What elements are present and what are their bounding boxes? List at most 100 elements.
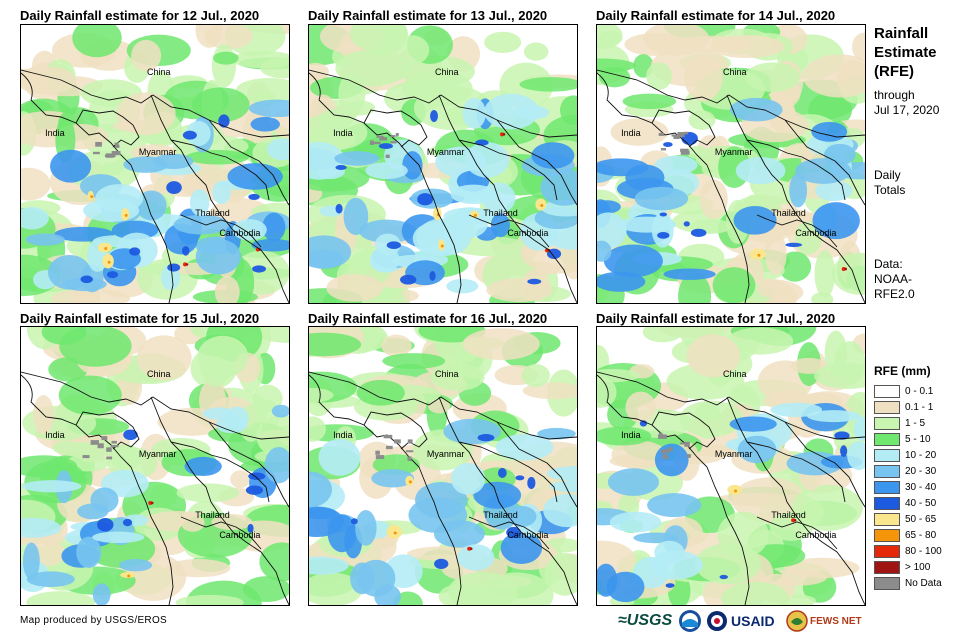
fews-globe-icon xyxy=(786,610,808,632)
place-label-cambodia: Cambodia xyxy=(219,529,261,540)
place-label-myanmar: Myanmar xyxy=(426,147,465,158)
usaid-seal-icon xyxy=(707,611,727,631)
place-label-cambodia: Cambodia xyxy=(507,529,549,540)
place-label-india: India xyxy=(45,429,65,440)
country-boundaries xyxy=(309,371,577,605)
legend-title: RFE (mm) xyxy=(874,364,931,378)
legend-item: 50 - 65 xyxy=(874,511,942,527)
data-text: Data: xyxy=(874,257,903,271)
place-label-thailand: Thailand xyxy=(195,510,230,521)
legend-item: > 100 xyxy=(874,559,942,575)
legend-item: 30 - 40 xyxy=(874,479,942,495)
noaa-logo xyxy=(678,608,702,634)
place-label-china: China xyxy=(434,66,459,77)
place-label-myanmar: Myanmar xyxy=(714,449,753,460)
place-label-myanmar: Myanmar xyxy=(138,449,177,460)
data-source-line2: RFE2.0 xyxy=(874,287,915,301)
legend-label: 80 - 100 xyxy=(905,545,942,557)
place-label-thailand: Thailand xyxy=(195,208,230,219)
legend-label: 10 - 20 xyxy=(905,449,937,461)
map-panel-12jul: China India Myanmar Thailand Cambodia xyxy=(20,24,290,304)
legend-label: 5 - 10 xyxy=(905,433,931,445)
totals-text: Totals xyxy=(874,183,906,197)
place-label-thailand: Thailand xyxy=(771,208,806,219)
place-label-china: China xyxy=(434,368,459,379)
map-panel-16jul: China India Myanmar Thailand Cambodia xyxy=(308,326,578,606)
panel-title-13jul: Daily Rainfall estimate for 13 Jul., 202… xyxy=(308,8,548,23)
usaid-logo: USAID xyxy=(706,608,775,634)
fews-net-logo: FEWS NET xyxy=(786,608,862,634)
legend-item: 10 - 20 xyxy=(874,447,942,463)
rainfall-field xyxy=(21,327,289,605)
legend-swatch xyxy=(874,480,900,494)
noaa-emblem-icon xyxy=(679,610,701,632)
country-boundaries xyxy=(309,69,577,303)
legend-item: No Data xyxy=(874,575,942,591)
map-panel-14jul: China India Myanmar Thailand Cambodia xyxy=(596,24,866,304)
legend-label: 1 - 5 xyxy=(905,417,926,429)
place-label-china: China xyxy=(722,368,747,379)
panel-title-12jul: Daily Rainfall estimate for 12 Jul., 202… xyxy=(20,8,260,23)
through-date: Jul 17, 2020 xyxy=(874,103,940,117)
place-label-cambodia: Cambodia xyxy=(219,227,261,238)
data-source-line1: NOAA- xyxy=(874,272,913,286)
place-label-thailand: Thailand xyxy=(483,510,518,521)
legend-item: 1 - 5 xyxy=(874,415,942,431)
legend-swatch xyxy=(874,432,900,446)
legend-label: > 100 xyxy=(905,561,931,573)
country-boundaries xyxy=(597,371,865,605)
panel-title-17jul: Daily Rainfall estimate for 17 Jul., 202… xyxy=(596,311,836,326)
map-credit: Map produced by USGS/EROS xyxy=(20,615,168,626)
legend-label: No Data xyxy=(905,577,942,589)
daily-text: Daily xyxy=(874,168,901,182)
legend-item: 0.1 - 1 xyxy=(874,399,942,415)
rfe-title-line1: Rainfall xyxy=(874,25,929,42)
legend-swatch xyxy=(874,512,900,526)
legend-item: 80 - 100 xyxy=(874,543,942,559)
legend-item: 0 - 0.1 xyxy=(874,383,942,399)
legend-item: 20 - 30 xyxy=(874,463,942,479)
rainfall-field xyxy=(309,327,577,605)
country-boundaries xyxy=(21,69,289,303)
map-panel-17jul: China India Myanmar Thailand Cambodia xyxy=(596,326,866,606)
place-label-india: India xyxy=(333,127,353,138)
panel-title-14jul: Daily Rainfall estimate for 14 Jul., 202… xyxy=(596,8,836,23)
legend-label: 0 - 0.1 xyxy=(905,385,934,397)
legend-swatch xyxy=(874,560,900,574)
country-boundaries xyxy=(597,69,865,303)
legend-label: 50 - 65 xyxy=(905,513,937,525)
legend-swatch xyxy=(874,384,900,398)
daily-totals-label: Daily Totals xyxy=(874,168,964,198)
legend-item: 5 - 10 xyxy=(874,431,942,447)
place-label-india: India xyxy=(45,127,65,138)
legend-swatch xyxy=(874,448,900,462)
rfe-title: Rainfall Estimate (RFE) xyxy=(874,24,964,81)
legend-swatch xyxy=(874,416,900,430)
rfe-title-line3: (RFE) xyxy=(874,63,914,80)
place-label-india: India xyxy=(621,429,641,440)
place-label-india: India xyxy=(333,429,353,440)
usgs-logo: ≈USGS xyxy=(618,612,673,629)
legend-label: 20 - 30 xyxy=(905,465,937,477)
place-label-cambodia: Cambodia xyxy=(795,529,837,540)
place-label-myanmar: Myanmar xyxy=(714,147,753,158)
rainfall-field xyxy=(597,327,865,605)
data-source-label: Data: NOAA- RFE2.0 xyxy=(874,257,964,302)
map-panel-15jul: China India Myanmar Thailand Cambodia xyxy=(20,326,290,606)
legend-item: 65 - 80 xyxy=(874,527,942,543)
usaid-text: USAID xyxy=(731,613,775,629)
legend-label: 65 - 80 xyxy=(905,529,937,541)
legend-swatch xyxy=(874,544,900,558)
legend-swatch xyxy=(874,528,900,542)
place-label-china: China xyxy=(146,368,171,379)
rainfall-field xyxy=(21,25,289,303)
legend-swatch xyxy=(874,464,900,478)
place-label-thailand: Thailand xyxy=(483,208,518,219)
place-label-india: India xyxy=(621,127,641,138)
country-boundaries xyxy=(21,371,289,605)
legend-swatch xyxy=(874,576,900,590)
legend-label: 30 - 40 xyxy=(905,481,937,493)
place-label-china: China xyxy=(146,66,171,77)
legend: 0 - 0.1 0.1 - 1 1 - 5 5 - 10 10 - 20 20 - 30 3… xyxy=(874,383,942,591)
rainfall-field xyxy=(597,25,865,303)
